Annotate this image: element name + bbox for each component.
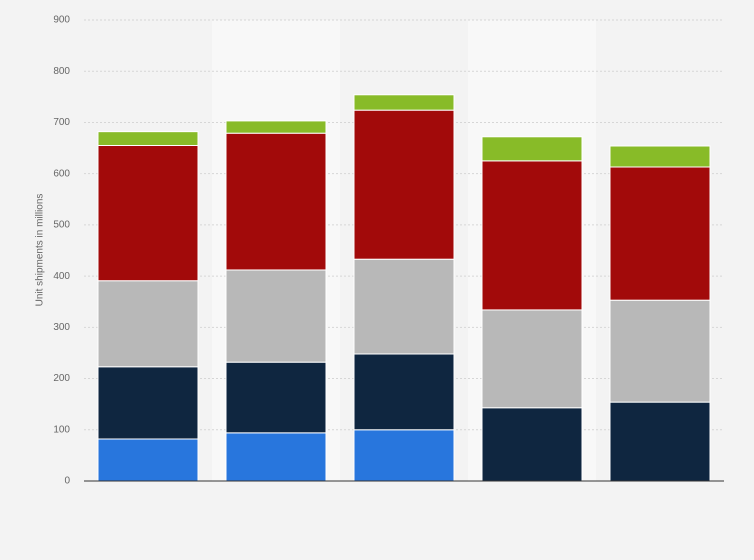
bar-segment [481, 160, 583, 311]
bar-segment [225, 132, 327, 271]
y-axis-title: Unit shipments in millions [35, 194, 46, 307]
bar-segment [225, 361, 327, 434]
bar-segment [97, 438, 199, 482]
bar-segment [481, 136, 583, 162]
bar-segment [225, 432, 327, 482]
bar-segment [353, 109, 455, 260]
bar-segment [353, 353, 455, 431]
bar-segment [481, 309, 583, 409]
bar-segment [609, 145, 711, 168]
y-tick-label: 0 [64, 476, 70, 487]
y-tick-label: 600 [53, 168, 70, 179]
y-tick-label: 800 [53, 66, 70, 77]
y-tick-label: 900 [53, 15, 70, 26]
bar-segment [353, 258, 455, 355]
bar-segment [97, 144, 199, 282]
bar-segment [481, 407, 583, 482]
y-tick-label: 500 [53, 220, 70, 231]
bar-segment [353, 429, 455, 482]
y-tick-label: 100 [53, 424, 70, 435]
y-tick-label: 400 [53, 271, 70, 282]
bar-segment [97, 280, 199, 368]
bar-segment [97, 131, 199, 146]
bar-segment [609, 299, 711, 403]
y-tick-label: 300 [53, 322, 70, 333]
y-tick-label: 700 [53, 117, 70, 128]
bar-segment [609, 166, 711, 301]
bar-segment [353, 94, 455, 111]
y-tick-label: 200 [53, 373, 70, 384]
bar-segment [609, 401, 711, 482]
bar-segment [225, 120, 327, 134]
bar-segment [225, 269, 327, 363]
bar-segment [97, 366, 199, 440]
